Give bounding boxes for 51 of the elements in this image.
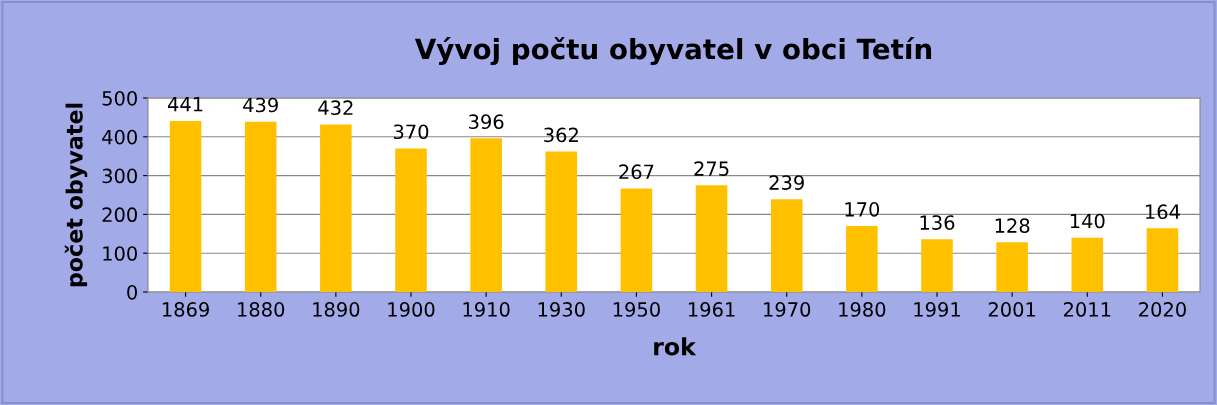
data-label: 140: [1070, 213, 1105, 229]
data-label: 441: [167, 97, 203, 112]
data-label: 170: [845, 202, 880, 217]
data-label: 128: [995, 218, 1030, 234]
x-tick-label: 1930: [538, 302, 585, 317]
y-tick-label: 0: [127, 284, 137, 300]
data-label: 439: [243, 97, 278, 113]
data-label: 275: [694, 161, 729, 176]
bar: [770, 199, 803, 292]
bar: [244, 121, 277, 292]
bar: [1071, 237, 1104, 292]
bar: [620, 188, 653, 292]
y-tick-label: 300: [102, 168, 137, 184]
bar: [996, 242, 1028, 292]
x-tick-label: 1880: [238, 302, 285, 317]
chart-title: Vývoj počtu obyvatel v obci Tetín: [414, 36, 932, 66]
y-tick-label: 100: [103, 246, 137, 261]
data-label: 396: [469, 114, 504, 130]
data-label: 239: [769, 175, 804, 190]
x-tick-label: 2011: [1063, 302, 1111, 317]
bar: [545, 151, 578, 292]
bar: [470, 138, 502, 292]
x-tick-label: 1970: [764, 302, 811, 317]
x-tick-label: 1961: [688, 302, 735, 317]
x-tick-label: 1869: [162, 302, 209, 317]
y-tick-label: 400: [102, 129, 137, 145]
x-tick-label: 2020: [1139, 302, 1186, 317]
x-tick-label: 1890: [313, 302, 360, 317]
bar: [695, 185, 728, 292]
bar: [395, 148, 427, 292]
bar: [169, 120, 202, 292]
bar: [320, 124, 352, 292]
x-axis-title: rok: [654, 337, 697, 356]
bar: [846, 226, 878, 292]
x-tick-label: 2001: [988, 302, 1036, 317]
x-tick-label: 1991: [914, 302, 960, 317]
x-tick-label: 1980: [839, 302, 886, 317]
x-tick-label: 1910: [463, 302, 510, 317]
data-label: 267: [619, 164, 654, 180]
bar: [1146, 228, 1179, 292]
bar: [921, 239, 953, 292]
y-tick-label: 500: [102, 90, 137, 106]
data-label: 164: [1146, 204, 1180, 220]
x-tick-label: 1950: [613, 302, 660, 317]
data-label: 136: [920, 215, 955, 230]
data-label: 370: [393, 124, 429, 140]
y-axis-title: počet obyvatel: [64, 103, 88, 287]
y-tick-label: 200: [102, 207, 137, 223]
data-label: 362: [544, 127, 578, 143]
x-tick-label: 1900: [388, 302, 435, 317]
data-label: 432: [318, 100, 353, 116]
